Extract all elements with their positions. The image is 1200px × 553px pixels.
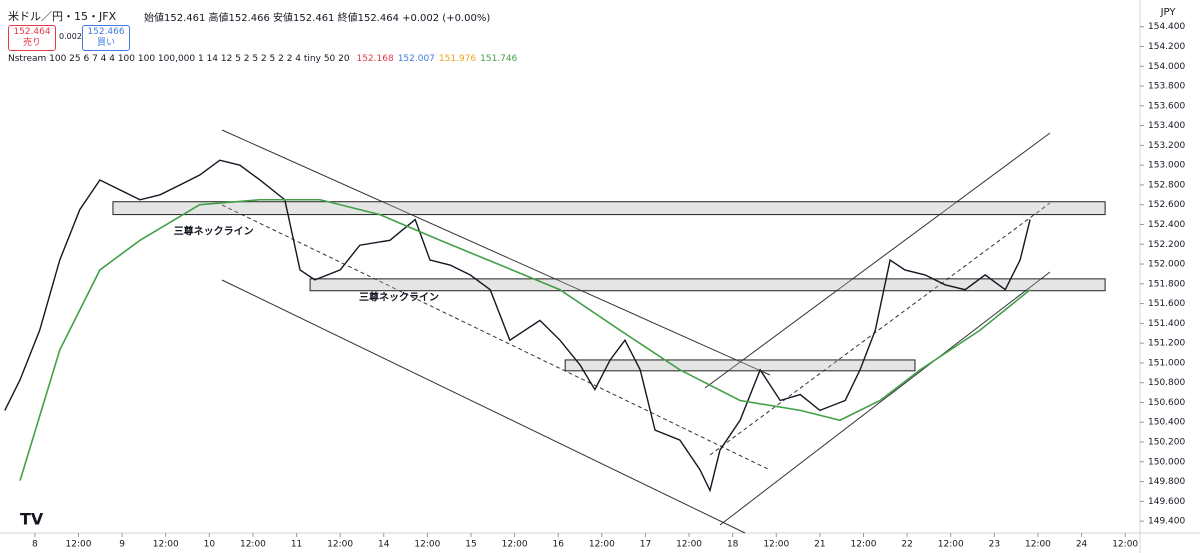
- y-tick-label: 151.600: [1148, 299, 1185, 309]
- x-tick-label: 12:00: [1025, 540, 1051, 550]
- x-tick-label: 12:00: [153, 540, 179, 550]
- y-tick-label: 150.800: [1148, 378, 1185, 388]
- y-tick-label: 153.000: [1148, 161, 1185, 171]
- x-tick-label: 14: [378, 540, 390, 550]
- annotation: 三尊ネックライン: [359, 291, 439, 304]
- trendline: [221, 204, 771, 471]
- indicator-value: 152.007: [397, 54, 435, 64]
- x-tick-label: 21: [814, 540, 825, 550]
- y-tick-label: 154.000: [1148, 62, 1185, 72]
- x-tick-label: 16: [552, 540, 564, 550]
- y-tick-label: 152.600: [1148, 200, 1185, 210]
- x-tick-label: 12:00: [240, 540, 266, 550]
- x-tick-label: 22: [901, 540, 912, 550]
- x-tick-label: 17: [640, 540, 651, 550]
- trendline: [221, 129, 771, 376]
- y-tick-label: 154.400: [1148, 22, 1185, 32]
- zone: [564, 359, 916, 372]
- x-tick-label: 15: [465, 540, 476, 550]
- x-tick-label: 11: [291, 540, 302, 550]
- x-tick-label: 12:00: [414, 540, 440, 550]
- annotation: 三尊ネックライン: [174, 224, 254, 237]
- y-tick-label: 153.400: [1148, 121, 1185, 131]
- sell-price: 152.464: [13, 27, 51, 37]
- y-tick-label: 152.800: [1148, 180, 1185, 190]
- y-tick-label: 150.200: [1148, 438, 1185, 448]
- indicator-values: 152.168 152.007 151.976 151.746: [352, 54, 517, 64]
- indicator-value: 151.746: [480, 54, 518, 64]
- x-tick-label: 12:00: [676, 540, 702, 550]
- sell-button[interactable]: 152.464 売り: [8, 25, 56, 51]
- y-tick-label: 151.400: [1148, 319, 1185, 329]
- series-line: [19, 198, 1031, 481]
- y-tick-label: 153.800: [1148, 82, 1185, 92]
- y-tick-label: 151.200: [1148, 339, 1185, 349]
- zone: [112, 201, 1106, 216]
- x-tick-label: 12:00: [1112, 540, 1138, 550]
- y-tick-label: 152.400: [1148, 220, 1185, 230]
- x-tick-label: 12:00: [502, 540, 528, 550]
- x-tick-label: 12:00: [589, 540, 615, 550]
- buy-button[interactable]: 152.466 買い: [82, 25, 130, 51]
- x-tick-label: 12:00: [66, 540, 92, 550]
- x-tick-label: 12:00: [938, 540, 964, 550]
- x-tick-label: 24: [1076, 540, 1088, 550]
- symbol: 米ドル／円・15・JFX: [8, 10, 117, 23]
- y-tick-label: 152.200: [1148, 240, 1185, 250]
- x-tick-label: 12:00: [851, 540, 877, 550]
- y-tick-label: 149.400: [1148, 517, 1185, 527]
- trendline: [709, 202, 1051, 456]
- x-tick-label: 8: [32, 540, 38, 550]
- y-tick-label: 149.600: [1148, 497, 1185, 507]
- spread: 0.002: [59, 32, 82, 41]
- zone: [309, 278, 1106, 292]
- x-tick-label: 23: [989, 540, 1000, 550]
- indicator-value: 152.168: [356, 54, 394, 64]
- indicator-name: Nstream 100 25 6 7 4 4 100 100 100,000 1…: [8, 54, 350, 64]
- buy-price: 152.466: [87, 27, 125, 37]
- x-tick-label: 12:00: [327, 540, 353, 550]
- y-tick-label: 150.600: [1148, 398, 1185, 408]
- y-tick-label: 150.000: [1148, 457, 1185, 467]
- indicator-value: 151.976: [438, 54, 477, 64]
- y-tick-label: 153.600: [1148, 101, 1185, 111]
- x-tick-label: 18: [727, 540, 739, 550]
- y-tick-label: 151.800: [1148, 279, 1185, 289]
- currency: JPY: [1160, 7, 1177, 18]
- y-tick-label: 153.200: [1148, 141, 1185, 151]
- y-tick-label: 149.800: [1148, 477, 1185, 487]
- ohlc: 始値152.461 高値152.466 安値152.461 終値152.464 …: [144, 13, 491, 24]
- y-tick-label: 150.400: [1148, 418, 1185, 428]
- trendline: [221, 279, 746, 534]
- sell-label: 売り: [22, 38, 41, 48]
- x-tick-label: 10: [204, 540, 216, 550]
- indicator: Nstream 100 25 6 7 4 4 100 100 100,000 1…: [8, 54, 517, 64]
- x-tick-label: 9: [119, 540, 125, 550]
- buy-label: 買い: [96, 38, 115, 48]
- y-tick-label: 152.000: [1148, 260, 1185, 270]
- x-tick-label: 12:00: [763, 540, 789, 550]
- logo: TV: [20, 510, 44, 529]
- trendline: [719, 271, 1051, 526]
- trendline: [704, 132, 1051, 389]
- y-tick-label: 151.000: [1148, 358, 1185, 368]
- series-line: [4, 159, 1031, 493]
- y-tick-label: 154.200: [1148, 42, 1185, 52]
